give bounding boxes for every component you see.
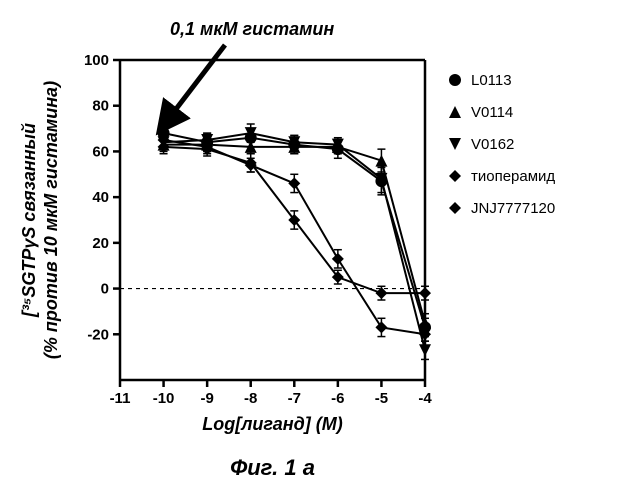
x-tick-label: -4 — [418, 390, 432, 407]
annotation-label: 0,1 мкМ гистамин — [170, 19, 334, 39]
legend-item-JNJ7777120: JNJ7777120 — [449, 200, 555, 217]
legend-item-L0113: L0113 — [449, 72, 512, 89]
y-axis-label: [³⁵SGTPγS связанный(% против 10 мкМ гист… — [19, 81, 61, 359]
x-axis-label: Log[лиганд] (M) — [202, 414, 343, 434]
series-V0114 — [158, 138, 431, 332]
svg-text:L0113: L0113 — [471, 72, 512, 89]
legend-item-V0114: V0114 — [449, 104, 513, 121]
x-tick-label: -5 — [375, 390, 388, 407]
series-тиоперамид — [158, 133, 431, 341]
svg-text:JNJ7777120: JNJ7777120 — [471, 200, 555, 217]
annotation-arrow — [160, 45, 225, 130]
y-tick-label: 40 — [92, 189, 109, 206]
legend-item-V0162: V0162 — [449, 136, 514, 153]
y-tick-label: 20 — [92, 235, 109, 252]
y-tick-label: 100 — [84, 52, 109, 69]
y-tick-label: 80 — [92, 98, 109, 115]
svg-text:V0162: V0162 — [471, 136, 514, 153]
x-tick-label: -10 — [153, 390, 175, 407]
x-tick-label: -9 — [200, 390, 213, 407]
figure-caption: Фиг. 1 а — [230, 455, 315, 480]
y-tick-label: -20 — [87, 326, 109, 343]
y-tick-label: 60 — [92, 143, 109, 160]
x-tick-label: -11 — [110, 390, 131, 407]
series-JNJ7777120 — [158, 140, 431, 300]
svg-text:тиоперамид: тиоперамид — [471, 168, 555, 185]
series-V0162 — [158, 124, 431, 359]
x-tick-label: -8 — [244, 390, 257, 407]
x-tick-label: -6 — [331, 390, 344, 407]
svg-text:V0114: V0114 — [471, 104, 513, 121]
legend-item-тиоперамид: тиоперамид — [449, 168, 555, 185]
y-tick-label: 0 — [101, 281, 109, 298]
x-tick-label: -7 — [288, 390, 301, 407]
